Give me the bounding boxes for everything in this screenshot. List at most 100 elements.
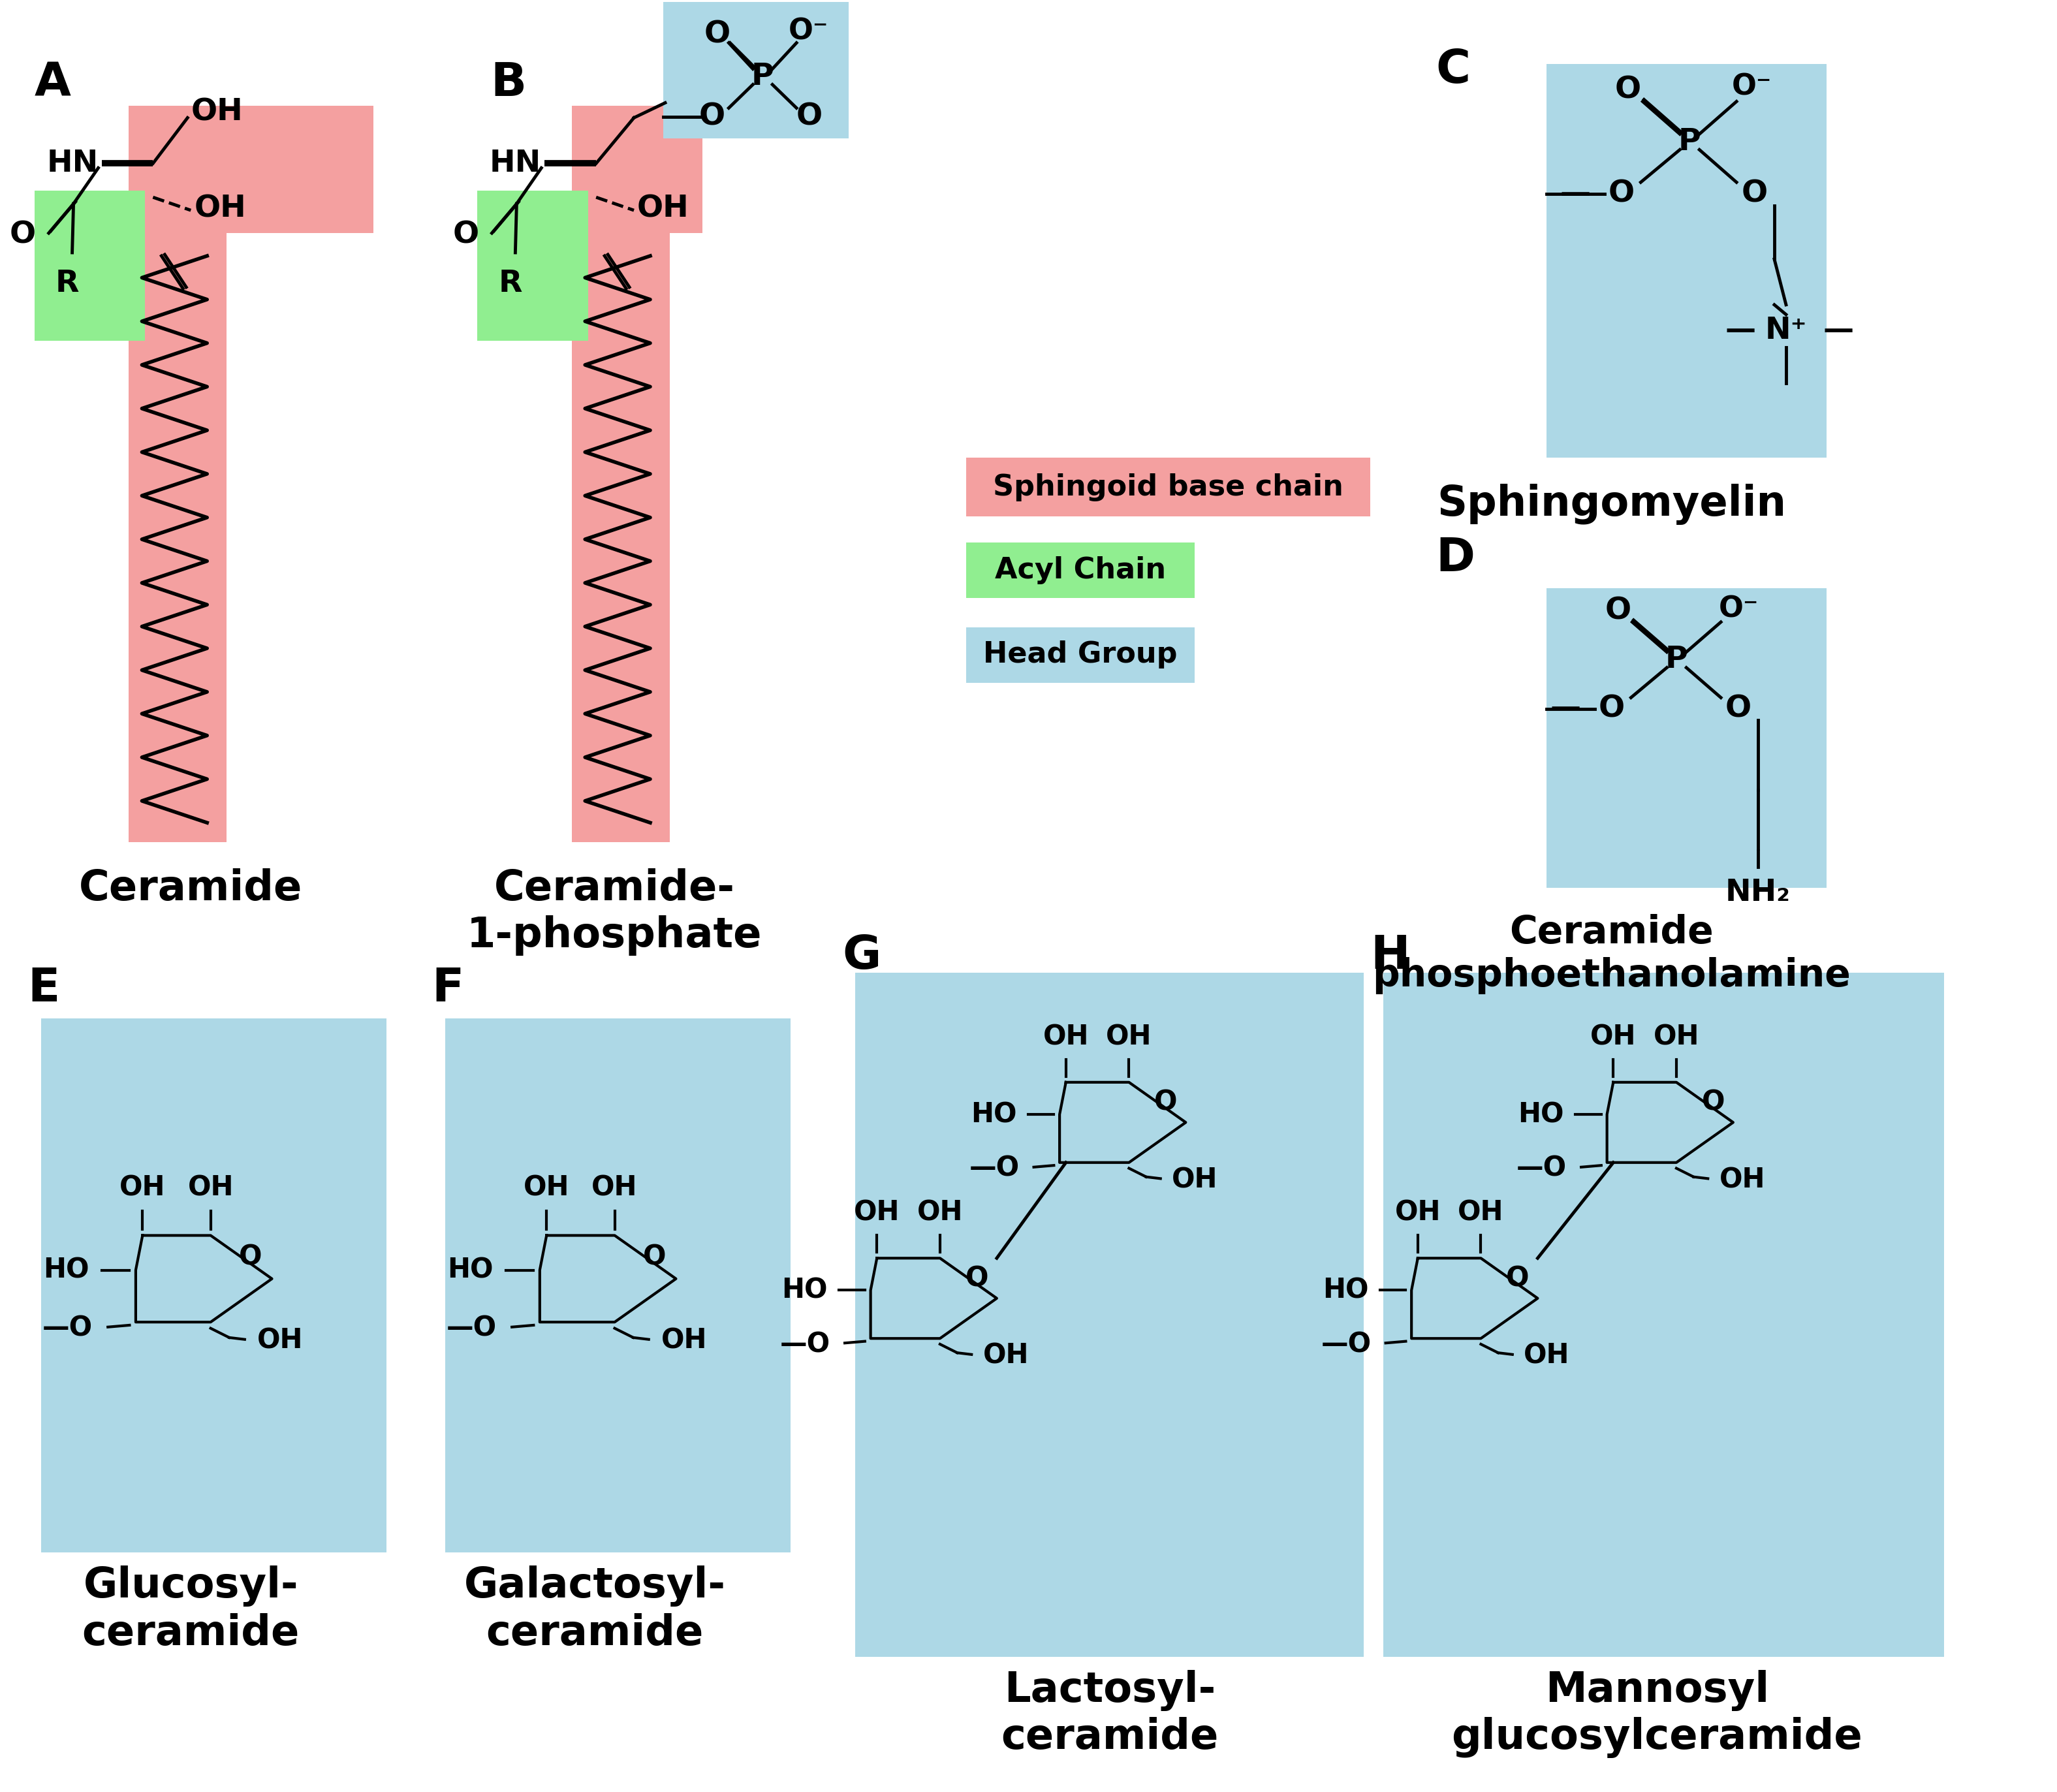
- Text: OH: OH: [1107, 1023, 1152, 1050]
- Text: G: G: [843, 934, 880, 978]
- Text: OH: OH: [638, 194, 689, 224]
- Text: OH: OH: [917, 1199, 963, 1228]
- Text: O: O: [1598, 694, 1625, 724]
- Text: O: O: [1506, 1265, 1530, 1292]
- Text: D: D: [1436, 536, 1475, 581]
- Text: —O: —O: [1516, 1154, 1567, 1183]
- Text: OH: OH: [1524, 1342, 1569, 1369]
- Text: Ceramide-
1-phosphate: Ceramide- 1-phosphate: [467, 869, 761, 955]
- Text: HO: HO: [43, 1256, 88, 1283]
- Text: HO: HO: [782, 1276, 827, 1305]
- Text: Head Group: Head Group: [983, 640, 1177, 668]
- Text: O: O: [1604, 597, 1631, 625]
- Bar: [967, 543, 1195, 599]
- Text: P: P: [751, 63, 773, 91]
- Bar: [967, 459, 1370, 516]
- Text: HN: HN: [47, 149, 99, 177]
- Text: —O: —O: [446, 1315, 496, 1342]
- Text: HO: HO: [446, 1256, 494, 1283]
- Text: —O: —O: [41, 1315, 93, 1342]
- Text: OH: OH: [1395, 1199, 1440, 1228]
- Text: OH: OH: [525, 1174, 570, 1201]
- Text: R: R: [498, 269, 522, 297]
- Text: OH: OH: [854, 1199, 899, 1228]
- Text: O: O: [239, 1244, 261, 1271]
- Text: O: O: [1742, 179, 1767, 208]
- Text: OH: OH: [1720, 1167, 1765, 1193]
- Text: —O: —O: [969, 1154, 1020, 1183]
- Text: O: O: [796, 102, 823, 133]
- Text: OH: OH: [257, 1326, 302, 1355]
- Text: OH: OH: [191, 99, 243, 127]
- Text: O⁻: O⁻: [1718, 595, 1759, 624]
- Text: —O: —O: [780, 1330, 831, 1358]
- Text: P: P: [1666, 645, 1689, 674]
- Text: P: P: [1679, 127, 1701, 156]
- Text: H: H: [1370, 934, 1409, 978]
- Text: O: O: [1154, 1088, 1177, 1116]
- Text: O: O: [699, 102, 724, 133]
- Bar: [35, 190, 146, 340]
- Text: OH: OH: [983, 1342, 1028, 1369]
- Text: B: B: [490, 61, 527, 106]
- Text: O⁻: O⁻: [788, 18, 829, 45]
- Text: Sphingoid base chain: Sphingoid base chain: [994, 473, 1343, 502]
- Bar: [477, 190, 588, 340]
- Bar: [130, 106, 372, 233]
- Bar: [967, 627, 1195, 683]
- Text: Acyl Chain: Acyl Chain: [996, 556, 1166, 584]
- Text: OH: OH: [592, 1174, 638, 1201]
- Text: Ceramide: Ceramide: [78, 869, 302, 909]
- Text: O: O: [453, 220, 479, 249]
- Bar: [1547, 588, 1827, 887]
- Text: OH: OH: [193, 194, 247, 224]
- Text: Mannosyl
glucosylceramide: Mannosyl glucosylceramide: [1452, 1670, 1862, 1758]
- Text: O: O: [644, 1244, 666, 1271]
- Text: OH: OH: [1654, 1023, 1699, 1050]
- Bar: [572, 106, 671, 842]
- Text: Ceramide
phosphoethanolamine: Ceramide phosphoethanolamine: [1372, 914, 1851, 995]
- Text: A: A: [35, 61, 70, 106]
- Text: O: O: [1701, 1088, 1726, 1116]
- Text: OH: OH: [660, 1326, 708, 1355]
- Text: C: C: [1436, 47, 1471, 93]
- Text: E: E: [29, 966, 60, 1011]
- Bar: [1547, 65, 1827, 459]
- Text: O: O: [10, 220, 35, 249]
- Bar: [662, 2, 850, 138]
- Text: —: —: [1823, 315, 1853, 346]
- Text: HO: HO: [1518, 1100, 1563, 1129]
- Bar: [1382, 973, 1944, 1656]
- Text: OH: OH: [119, 1174, 165, 1201]
- Text: O: O: [1615, 75, 1641, 104]
- Text: OH: OH: [1458, 1199, 1504, 1228]
- Text: HO: HO: [1323, 1276, 1368, 1305]
- Text: O: O: [1726, 694, 1753, 724]
- Bar: [444, 1018, 790, 1552]
- Text: OH: OH: [1590, 1023, 1635, 1050]
- Bar: [856, 973, 1364, 1656]
- Text: Galactosyl-
ceramide: Galactosyl- ceramide: [465, 1566, 726, 1654]
- Text: OH: OH: [1043, 1023, 1088, 1050]
- Bar: [41, 1018, 387, 1552]
- Text: Sphingomyelin: Sphingomyelin: [1436, 484, 1785, 525]
- Text: HN: HN: [490, 149, 541, 177]
- Text: —O: —O: [1321, 1330, 1372, 1358]
- Text: O⁻: O⁻: [1732, 72, 1771, 100]
- Text: —: —: [1559, 179, 1590, 208]
- Text: R: R: [56, 269, 78, 297]
- Text: —: —: [1726, 315, 1757, 346]
- Text: N⁺: N⁺: [1765, 315, 1808, 346]
- Text: Glucosyl-
ceramide: Glucosyl- ceramide: [82, 1566, 300, 1654]
- Bar: [130, 106, 226, 842]
- Bar: [572, 106, 701, 233]
- Text: HO: HO: [971, 1100, 1016, 1129]
- Text: F: F: [432, 966, 465, 1011]
- Text: OH: OH: [1172, 1167, 1218, 1193]
- Text: Lactosyl-
ceramide: Lactosyl- ceramide: [1002, 1670, 1218, 1758]
- Text: O: O: [965, 1265, 989, 1292]
- Text: NH₂: NH₂: [1726, 878, 1792, 907]
- Text: OH: OH: [187, 1174, 234, 1201]
- Text: O: O: [703, 20, 730, 48]
- Text: —: —: [1551, 694, 1582, 724]
